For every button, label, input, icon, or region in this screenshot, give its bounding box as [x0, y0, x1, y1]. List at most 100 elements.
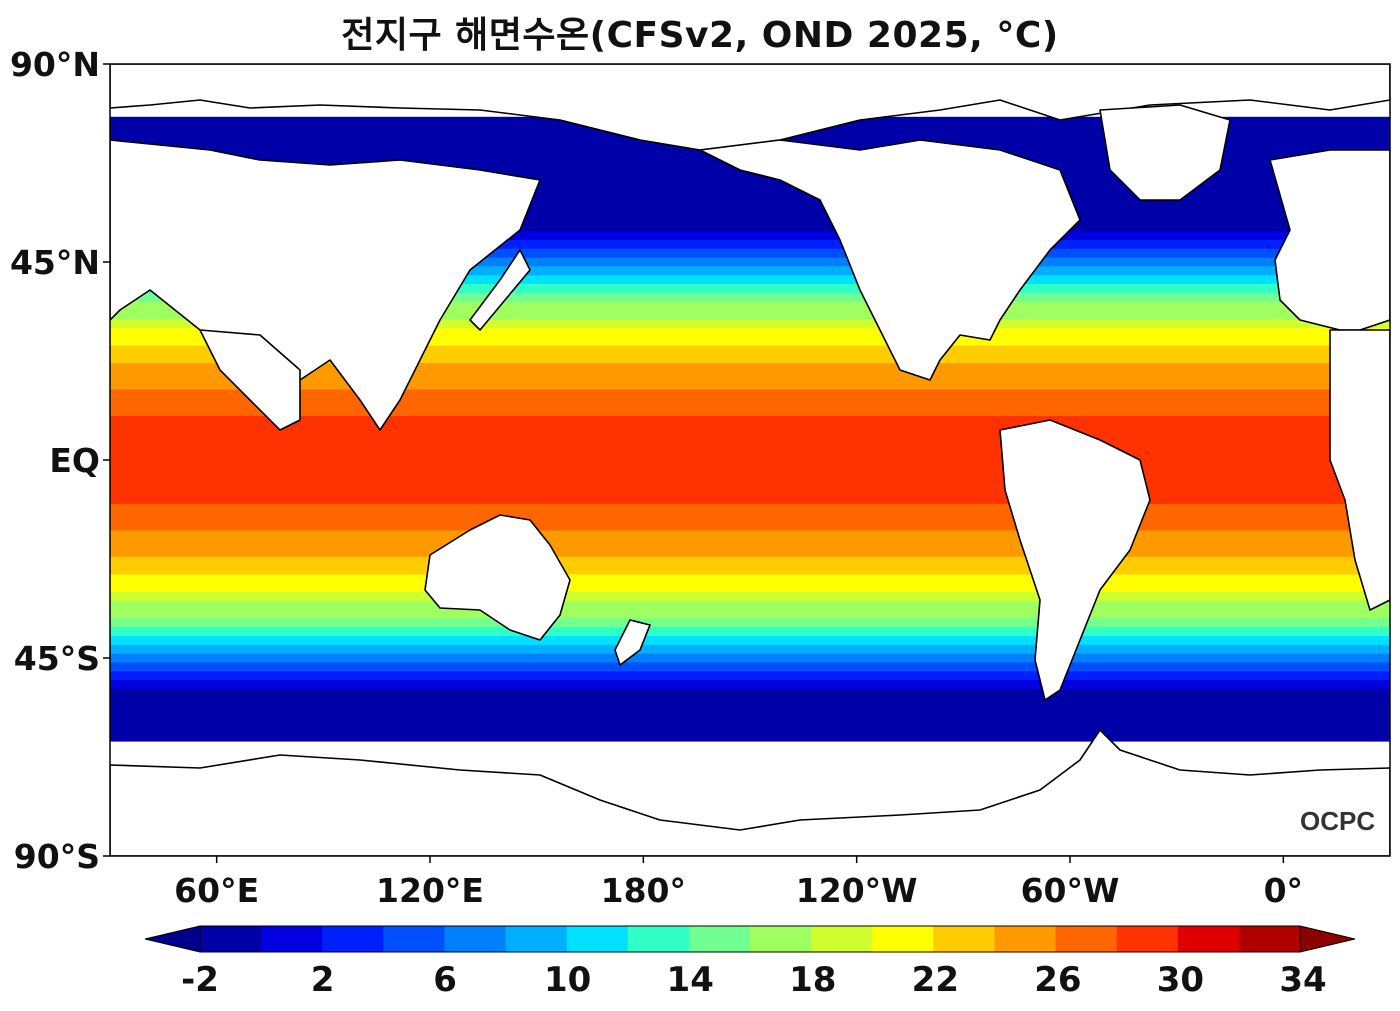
- colorbar-tick-label: 18: [789, 960, 836, 1000]
- sst-band: [110, 222, 1390, 232]
- sst-band: [110, 345, 1390, 355]
- sst-band: [110, 380, 1390, 391]
- colorbar-swatch: [505, 926, 568, 952]
- colorbar-swatch: [261, 926, 323, 952]
- colorbar-over-arrow: [1299, 925, 1356, 953]
- figure-title: 전지구 해면수온(CFSv2, OND 2025, °C): [341, 15, 1059, 56]
- colorbar-swatch: [750, 926, 812, 952]
- south-america-land: [999, 419, 1151, 701]
- colorbar-swatch: [566, 926, 629, 952]
- colorbar-swatch: [872, 926, 934, 952]
- sst-band: [110, 512, 1390, 523]
- sst-band: [110, 794, 1390, 804]
- sst-band: [110, 301, 1390, 311]
- lat-tick-label: 45°S: [14, 639, 100, 678]
- sst-band: [110, 574, 1390, 584]
- colorbar-swatch: [1116, 926, 1179, 952]
- new-zealand-land: [614, 619, 651, 666]
- sst-band: [110, 741, 1390, 751]
- colorbar-swatch: [994, 926, 1057, 952]
- sst-band: [110, 213, 1390, 223]
- colorbar-under-arrow: [144, 925, 201, 953]
- sst-band: [110, 292, 1390, 303]
- sst-band: [110, 636, 1390, 646]
- longitude-axis: 60°E 120°E 180° 120°W 60°W 0°: [174, 856, 1303, 910]
- sst-band: [110, 785, 1390, 795]
- sst-band: [110, 565, 1390, 575]
- colorbar-swatch: [688, 926, 751, 952]
- colorbar-tick-label: 14: [667, 960, 714, 1000]
- sst-band: [110, 310, 1390, 320]
- sst-band: [110, 706, 1390, 716]
- sst-band: [110, 231, 1390, 241]
- colorbar-swatch: [1238, 926, 1301, 952]
- sst-band: [110, 336, 1390, 347]
- sst-band: [110, 732, 1390, 743]
- sst-band: [110, 495, 1390, 505]
- sst-band: [110, 398, 1390, 408]
- sst-band: [110, 372, 1390, 382]
- sst-band: [110, 697, 1390, 707]
- lon-tick-label: 60°E: [174, 871, 259, 910]
- sst-band: [110, 618, 1390, 628]
- lon-tick-label: 120°E: [376, 871, 484, 910]
- sst-band: [110, 688, 1390, 699]
- lon-tick-label: 120°W: [796, 871, 918, 910]
- sst-band: [110, 328, 1390, 338]
- north-america-land: [699, 139, 1081, 381]
- lat-tick-label: 90°N: [10, 45, 100, 84]
- lat-tick-label: EQ: [49, 441, 100, 480]
- sst-band: [110, 257, 1390, 267]
- indian-subcontinent: [199, 329, 301, 431]
- colorbar-tick-label: 10: [544, 960, 591, 1000]
- colorbar-swatch: [383, 926, 445, 952]
- sst-band: [110, 407, 1390, 417]
- colorbar-tick-label: 34: [1279, 960, 1326, 1000]
- greenland-land: [1099, 104, 1231, 201]
- sst-band: [110, 662, 1390, 672]
- latitude-axis: 90°N 45°N EQ 45°S 90°S: [10, 45, 110, 876]
- colorbar-tick-label: 30: [1157, 960, 1204, 1000]
- europe-africa-east-land: [1269, 149, 1390, 331]
- sst-band: [110, 477, 1390, 487]
- sst-band: [110, 715, 1390, 725]
- sst-band: [110, 486, 1390, 496]
- lon-tick-label: 180°: [601, 871, 686, 910]
- sst-band: [110, 627, 1390, 637]
- sst-band: [110, 600, 1390, 611]
- ocpc-logo: OCPC: [1300, 806, 1376, 836]
- sst-band: [110, 680, 1390, 690]
- sst-band: [110, 556, 1390, 567]
- colorbar-swatch: [1177, 926, 1240, 952]
- sst-band: [110, 363, 1390, 373]
- sst-band: [110, 521, 1390, 531]
- sst-band: [110, 548, 1390, 558]
- lat-tick-label: 45°N: [10, 243, 100, 282]
- lat-tick-label: 90°S: [14, 837, 100, 876]
- colorbar-tick-label: 26: [1034, 960, 1081, 1000]
- sst-band: [110, 820, 1390, 831]
- sst-band: [110, 504, 1390, 514]
- sst-band: [110, 468, 1390, 479]
- colorbar-swatch: [444, 926, 507, 952]
- sst-band: [110, 539, 1390, 549]
- sst-band: [110, 460, 1390, 470]
- sst-band: [110, 424, 1390, 435]
- sst-band: [110, 776, 1390, 787]
- sst-band: [110, 644, 1390, 655]
- japan-islands: [469, 249, 531, 331]
- colorbar: -2 2 6 10 14 18 22 26 30 34: [144, 925, 1356, 1000]
- sst-band: [110, 319, 1390, 329]
- sst-band: [110, 248, 1390, 259]
- colorbar-swatch: [200, 926, 262, 952]
- colorbar-tick-label: 2: [311, 960, 335, 1000]
- lon-tick-label: 0°: [1264, 871, 1303, 910]
- sst-band: [110, 812, 1390, 822]
- colorbar-swatch: [933, 926, 995, 952]
- africa-west-coast-land: [1329, 329, 1390, 611]
- sst-band: [110, 204, 1390, 215]
- sst-band: [110, 724, 1390, 734]
- lon-tick-label: 60°W: [1021, 871, 1120, 910]
- sst-band: [110, 442, 1390, 452]
- colorbar-frame: [199, 925, 1301, 953]
